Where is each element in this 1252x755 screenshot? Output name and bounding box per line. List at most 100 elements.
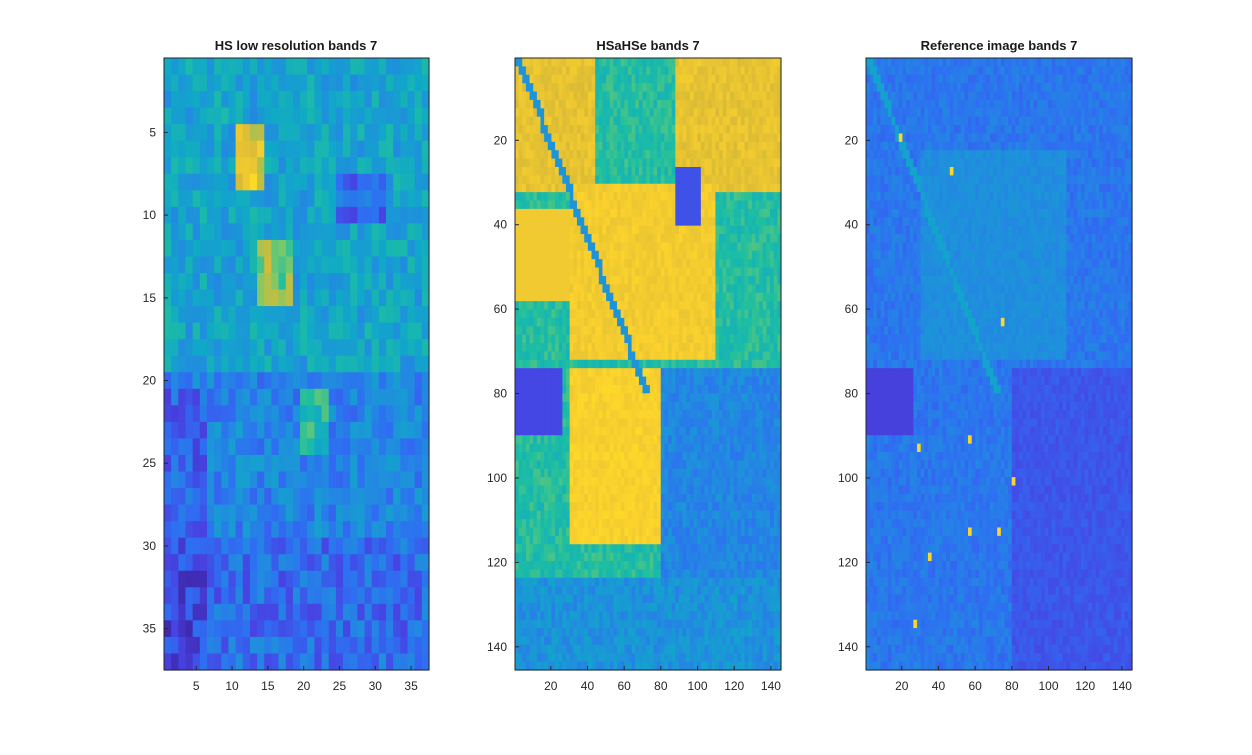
heatmap-cell (642, 452, 647, 462)
heatmap-cell (668, 343, 673, 353)
heatmap-cell (547, 443, 553, 453)
heatmap-cell (722, 452, 727, 462)
y-tick-label: 5 (149, 125, 156, 139)
heatmap-cell (257, 289, 265, 307)
heatmap-cell (762, 418, 768, 428)
heatmap-cell (638, 435, 644, 445)
heatmap-cell (719, 317, 724, 327)
heatmap-cell (185, 454, 194, 473)
heatmap-cell (566, 301, 571, 311)
heatmap-cell (624, 359, 629, 369)
heatmap-cell (300, 173, 308, 191)
heatmap-cell (300, 124, 308, 142)
heatmap-cell (704, 410, 709, 420)
heatmap-cell (737, 158, 742, 168)
heatmap-cell (292, 438, 301, 456)
heatmap-cell (660, 376, 665, 386)
heatmap-cell (715, 317, 720, 327)
heatmap-cell (657, 384, 662, 394)
heatmap-cell (609, 225, 614, 235)
heatmap-cell (649, 175, 655, 185)
heatmap-cell (185, 74, 194, 92)
heatmap-cell (350, 124, 358, 142)
heatmap-cell (587, 460, 593, 470)
heatmap-cell (646, 158, 651, 168)
heatmap-cell (544, 309, 549, 319)
heatmap-cell (682, 401, 687, 411)
heatmap-cell (642, 208, 647, 218)
heatmap-cell (421, 190, 430, 208)
heatmap-cell (606, 435, 611, 445)
heatmap-cell (178, 454, 187, 473)
heatmap-cell (378, 388, 387, 406)
heatmap-cell (515, 460, 520, 470)
heatmap-cell (587, 292, 593, 302)
heatmap-cell (660, 275, 665, 285)
heatmap-cell (624, 66, 629, 76)
heatmap-cell (235, 239, 244, 258)
heatmap-cell (185, 124, 194, 142)
heatmap-cell (748, 200, 753, 210)
heatmap-cell (635, 158, 640, 168)
heatmap-cell (755, 58, 760, 67)
heatmap-cell (525, 158, 531, 168)
heatmap-cell (748, 58, 753, 67)
heatmap-cell (759, 368, 764, 378)
heatmap-cell (164, 521, 172, 539)
heatmap-cell (285, 124, 294, 142)
heatmap-cell (357, 239, 366, 258)
heatmap-cell (540, 217, 545, 227)
heatmap-cell (602, 443, 607, 453)
heatmap-cell (708, 284, 713, 294)
heatmap-cell (759, 376, 764, 386)
heatmap-cell (566, 309, 571, 319)
heatmap-cell (697, 443, 702, 453)
heatmap-cell (547, 384, 553, 394)
heatmap-cell (715, 410, 720, 420)
heatmap-cell (722, 267, 727, 277)
heatmap-cell (689, 267, 695, 277)
heatmap-cell (357, 58, 366, 76)
heatmap-cell (257, 504, 265, 522)
heatmap-cell (400, 388, 409, 406)
heatmap-cell (744, 99, 749, 109)
heatmap-cell (343, 256, 351, 274)
heatmap-cell (664, 452, 669, 462)
heatmap-cell (307, 421, 315, 440)
heatmap-cell (192, 239, 201, 258)
heatmap-cell (591, 183, 596, 193)
heatmap-cell (515, 309, 520, 319)
heatmap-cell (613, 301, 618, 311)
heatmap-cell (777, 150, 782, 160)
heatmap-cell (598, 334, 604, 344)
heatmap-cell (671, 200, 676, 210)
heatmap-cell (300, 405, 308, 423)
heatmap-cell (558, 200, 563, 210)
heatmap-cell (671, 435, 676, 445)
heatmap-cell (407, 58, 416, 76)
heatmap-cell (733, 225, 738, 235)
heatmap-cell (562, 326, 567, 336)
heatmap-cell (777, 368, 782, 378)
heatmap-cell (206, 223, 215, 241)
heatmap-cell (770, 309, 775, 319)
heatmap-cell (609, 141, 614, 151)
heatmap-cell (357, 289, 366, 307)
heatmap-cell (759, 66, 764, 76)
heatmap-cell (573, 452, 578, 462)
heatmap-cell (762, 208, 768, 218)
heatmap-cell (386, 239, 394, 258)
heatmap-cell (682, 393, 687, 403)
heatmap-cell (580, 384, 585, 394)
heatmap-cell (235, 636, 244, 655)
heatmap-cell (678, 141, 684, 151)
heatmap-cell (675, 443, 680, 453)
heatmap-cell (221, 405, 230, 423)
heatmap-cell (580, 133, 585, 143)
heatmap-cell (595, 158, 600, 168)
heatmap-cell (722, 99, 727, 109)
heatmap-cell (664, 192, 669, 202)
heatmap-cell (766, 301, 771, 311)
heatmap-cell (515, 426, 520, 436)
heatmap-cell (777, 108, 782, 118)
